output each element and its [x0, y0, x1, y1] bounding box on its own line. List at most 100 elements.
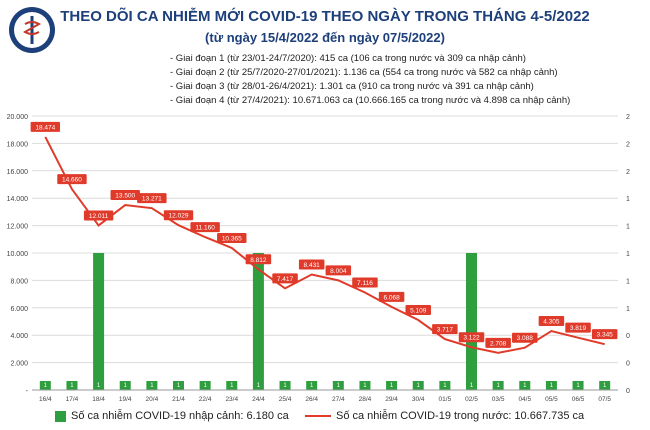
x-axis-tick-label: 17/4	[66, 396, 79, 403]
domestic-point-label-bg	[458, 332, 485, 343]
import-bar-label: 1	[44, 383, 48, 389]
phase-1-text: - Giai đoạn 1 (từ 23/01-24/7/2020): 415 …	[170, 53, 526, 64]
domestic-point-label-bg	[217, 232, 247, 243]
import-bar	[545, 381, 557, 390]
domestic-point-label-bg	[591, 329, 618, 340]
left-axis-tick-label: -	[26, 388, 29, 395]
right-axis-tick-label: 0	[626, 388, 630, 395]
legend-line-label: Số ca nhiễm COVID-19 trong nước: 10.667.…	[336, 410, 585, 422]
domestic-point-label-bg	[565, 322, 591, 333]
domestic-line	[44, 136, 605, 354]
domestic-point-label: 5.109	[410, 308, 427, 315]
import-bar-label: 1	[443, 383, 447, 389]
legend-line: Số ca nhiễm COVID-19 trong nước: 10.667.…	[305, 408, 584, 424]
x-axis-tick-label: 16/4	[39, 396, 52, 403]
phase-4-text: - Giai đoạn 4 (từ 27/4/2021): 10.671.063…	[170, 95, 571, 106]
x-axis-tick-label: 07/5	[598, 396, 611, 403]
domestic-point-label: 7.116	[357, 280, 373, 287]
domestic-point-label: 3.345	[597, 332, 614, 339]
x-axis-tick-label: 25/4	[279, 396, 292, 403]
left-axis-tick-label: 12.000	[7, 224, 29, 231]
import-bar-label: 1	[523, 383, 527, 389]
left-axis-tick-label: 6.000	[10, 306, 28, 313]
import-bar	[279, 381, 291, 390]
import-bar	[332, 381, 344, 390]
chart-subtitle: (từ ngày 15/4/2022 đến ngày 07/5/2022)	[205, 30, 445, 45]
legend-bar: Số ca nhiễm COVID-19 nhập cảnh: 6.180 ca	[55, 408, 289, 424]
import-bar	[466, 253, 477, 390]
import-bar-label: 1	[97, 383, 101, 389]
x-axis-tick-label: 30/4	[412, 396, 425, 403]
import-bar-label: 1	[337, 383, 341, 389]
domestic-point-label-bg	[245, 254, 272, 265]
import-bar	[519, 381, 531, 390]
right-axis-tick-label: 1	[626, 306, 630, 313]
right-axis-tick-label: 1	[626, 251, 630, 258]
domestic-point-label: 11.160	[195, 225, 215, 232]
x-axis-tick-label: 29/4	[385, 396, 398, 403]
domestic-point-label: 12.029	[169, 213, 189, 220]
domestic-point-label-bg	[325, 265, 352, 276]
domestic-point-label: 13.500	[115, 193, 135, 200]
x-axis-tick-label: 20/4	[146, 396, 159, 403]
domestic-point-label: 2.708	[490, 340, 507, 347]
import-bar-label: 1	[470, 383, 474, 389]
domestic-point-label: 3.088	[517, 335, 534, 342]
domestic-point-label: 10.365	[222, 235, 242, 242]
domestic-point-label-bg	[163, 210, 194, 221]
import-bar	[412, 381, 424, 390]
left-axis-tick-label: 4.000	[10, 333, 28, 340]
right-axis-tick-label: 2	[626, 114, 630, 121]
import-bar	[386, 381, 398, 390]
x-axis-tick-label: 23/4	[225, 396, 238, 403]
domestic-point-label-bg	[485, 337, 511, 348]
domestic-point-label-bg	[190, 222, 220, 233]
right-axis-tick-label: 2	[626, 169, 630, 176]
domestic-point-label-bg	[298, 259, 325, 270]
import-bar	[572, 381, 584, 390]
import-bar	[359, 381, 371, 390]
right-axis-tick-label: 0	[626, 333, 630, 340]
x-axis-tick-label: 19/4	[119, 396, 132, 403]
left-axis-tick-label: 2.000	[10, 361, 28, 368]
import-bar-label: 1	[70, 383, 74, 389]
import-bar	[439, 381, 451, 390]
import-bar-label: 1	[310, 383, 314, 389]
import-bar-label: 1	[417, 383, 421, 389]
import-bar	[173, 381, 184, 390]
domestic-point-label-bg	[405, 305, 431, 316]
x-axis-tick-label: 06/5	[572, 396, 585, 403]
import-bar	[492, 381, 504, 390]
x-axis-tick-label: 18/4	[92, 396, 105, 403]
domestic-point-label: 13.271	[142, 196, 162, 203]
import-bar	[199, 381, 211, 390]
domestic-point-label: 4.305	[543, 319, 560, 326]
domestic-point-label: 3.122	[463, 335, 480, 342]
import-bar-label: 1	[150, 383, 154, 389]
x-axis-tick-label: 28/4	[359, 396, 372, 403]
import-bar	[599, 381, 611, 390]
domestic-point-label-bg	[512, 332, 538, 343]
x-axis-tick-label: 03/5	[492, 396, 505, 403]
domestic-point-label: 18.474	[35, 124, 55, 131]
import-bar-label: 1	[390, 383, 394, 389]
import-bar-label: 1	[496, 383, 500, 389]
import-bar	[93, 253, 105, 390]
import-bar-label: 1	[363, 383, 367, 389]
x-axis-tick-label: 21/4	[172, 396, 185, 403]
domestic-point-label: 3.717	[437, 327, 454, 334]
x-axis-tick-label: 05/5	[545, 396, 558, 403]
import-bar-label: 1	[257, 383, 261, 389]
import-bar	[252, 253, 264, 390]
phase-3-text: - Giai đoạn 3 (từ 28/01-26/4/2021): 1.30…	[170, 81, 534, 92]
import-bar-label: 1	[203, 383, 207, 389]
chart-title: THEO DÕI CA NHIỄM MỚI COVID-19 THEO NGÀY…	[60, 8, 590, 25]
left-axis-tick-label: 14.000	[7, 196, 29, 203]
import-bar	[39, 381, 51, 390]
domestic-point-label: 8.431	[304, 262, 321, 269]
legend-bar-swatch	[55, 410, 66, 422]
legend-bar-label: Số ca nhiễm COVID-19 nhập cảnh: 6.180 ca	[71, 410, 289, 422]
import-bar	[119, 381, 131, 390]
import-bar-label: 1	[177, 383, 181, 389]
legend-line-swatch	[305, 415, 331, 417]
